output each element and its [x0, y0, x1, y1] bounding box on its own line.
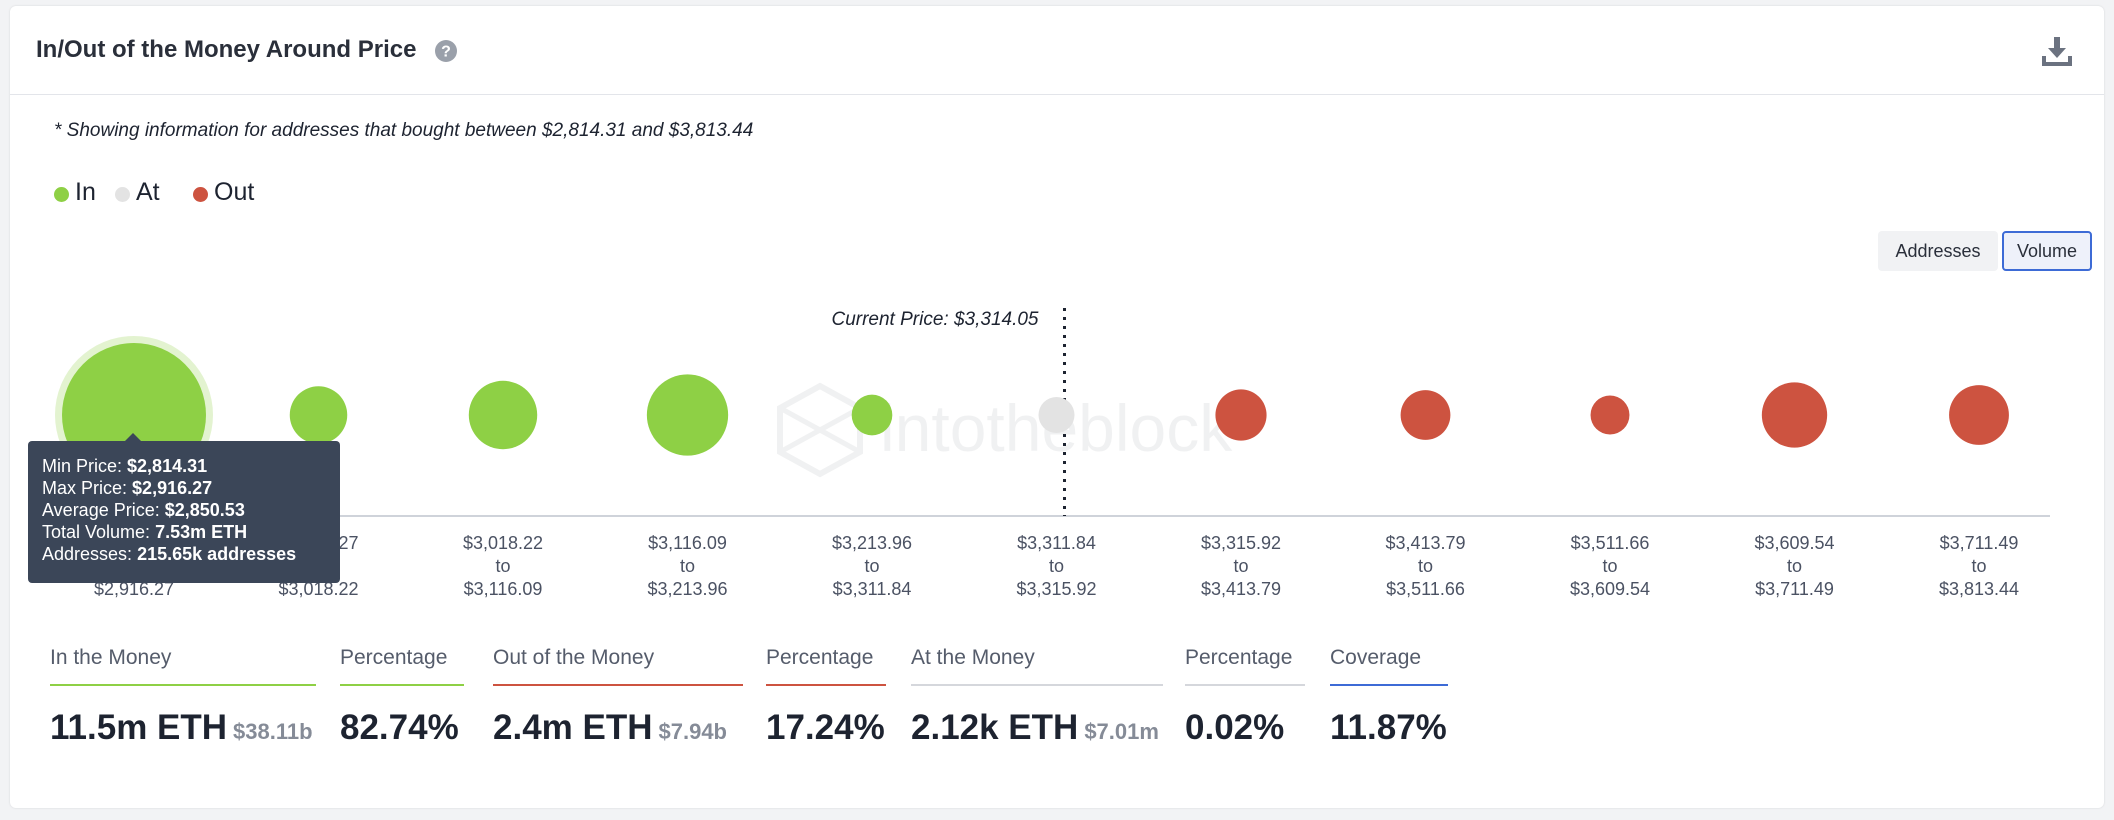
bubble-out[interactable]	[1400, 390, 1451, 440]
tick-label-to-word: to	[1602, 556, 1617, 576]
stat-label: Out of the Money	[493, 646, 655, 669]
tick-label-from: $3,609.54	[1754, 533, 1834, 553]
bubble-out[interactable]	[1761, 382, 1828, 448]
tooltip-row-min-price: Min Price: $2,814.31	[42, 456, 208, 476]
stat-underline	[766, 684, 886, 686]
addresses-button[interactable]: Addresses	[1878, 231, 1998, 271]
bubble-in[interactable]	[468, 380, 538, 450]
question-circle-icon[interactable]: ?	[434, 39, 458, 63]
bubble-in[interactable]	[646, 374, 729, 456]
price-range-note: * Showing information for addresses that…	[54, 120, 754, 141]
legend-label-at: At	[136, 178, 160, 206]
tick-label-from: $3,413.79	[1385, 533, 1465, 553]
card-header: In/Out of the Money Around Price ?	[10, 6, 2104, 95]
stat-underline	[1330, 684, 1448, 686]
stat-label: Percentage	[340, 646, 448, 669]
stat-value: 2.12k ETH $7.01m	[911, 708, 1159, 747]
tick-label-from: $3,213.96	[832, 533, 912, 553]
stat-value: 11.87%	[1330, 708, 1447, 747]
stat-value: 11.5m ETH $38.11b	[50, 708, 313, 747]
stat-label: Percentage	[766, 646, 874, 669]
tick-label-to-word: to	[1049, 556, 1064, 576]
legend-dot-in	[54, 187, 69, 202]
summary-stats: In the Money 11.5m ETH $38.11b Percentage…	[10, 646, 2104, 766]
tick-label-to: $3,116.09	[464, 579, 543, 599]
stat-underline	[340, 684, 464, 686]
tooltip-row-addresses: Addresses: 215.65k addresses	[42, 544, 297, 564]
stat-underline	[50, 684, 316, 686]
bubble-tooltip: Min Price: $2,814.31 Max Price: $2,916.2…	[28, 441, 340, 583]
watermark: intotheblock	[777, 382, 1233, 478]
stat-label: Coverage	[1330, 646, 1422, 669]
tick-label-to: $3,511.66	[1386, 579, 1465, 599]
tooltip-row-total-volume: Total Volume: 7.53m ETH	[42, 522, 248, 542]
tick-label-to: $3,018.22	[278, 579, 358, 599]
bubble-in[interactable]	[851, 394, 893, 436]
legend-dot-at	[115, 187, 130, 202]
bubble-in[interactable]	[289, 386, 348, 444]
tick-label-from: $3,311.84	[1017, 533, 1096, 553]
stat-value: 17.24%	[766, 708, 885, 747]
stat-underline	[911, 684, 1163, 686]
tick-label-to-word: to	[1971, 556, 1986, 576]
tick-label-from: $3,315.92	[1201, 533, 1281, 553]
volume-button[interactable]: Volume	[2002, 231, 2092, 271]
tick-label-to-word: to	[1787, 556, 1802, 576]
tooltip-arrow	[124, 433, 142, 442]
legend-label-in: In	[75, 178, 96, 206]
tick-label-to-word: to	[1233, 556, 1248, 576]
stat-value: 82.74%	[340, 708, 459, 747]
stat-label: At the Money	[911, 646, 1035, 669]
tick-label-to: $3,213.96	[647, 579, 727, 599]
current-price-label: Current Price: $3,314.05	[831, 309, 1038, 330]
bubble-out[interactable]	[1215, 389, 1267, 441]
legend-dot-out	[193, 187, 208, 202]
tick-label-from: $3,116.09	[648, 533, 727, 553]
tick-label-to-word: to	[1418, 556, 1433, 576]
tick-label-to: $3,609.54	[1570, 579, 1650, 599]
bubble-out[interactable]	[1949, 385, 2009, 445]
stat-value: 2.4m ETH $7.94b	[493, 708, 727, 747]
tick-label-from: $3,711.49	[1940, 533, 2019, 553]
bubble-chart: intotheblock Current Price: $3,314.05 $2…	[42, 308, 2050, 599]
x-axis-ticks: $2,814.31to$2,916.27$2,916.27to$3,018.22…	[94, 533, 2019, 599]
tick-label-from: $3,511.66	[1571, 533, 1650, 553]
download-icon[interactable]	[2040, 34, 2074, 68]
tick-label-to-word: to	[864, 556, 879, 576]
tick-label-to: $3,711.49	[1755, 579, 1834, 599]
stat-underline	[493, 684, 743, 686]
tooltip-row-max-price: Max Price: $2,916.27	[42, 478, 213, 498]
tick-label-to: $3,413.79	[1201, 579, 1281, 599]
tooltip-row-average-price: Average Price: $2,850.53	[42, 500, 245, 520]
stat-value: 0.02%	[1185, 708, 1285, 747]
stat-label: In the Money	[50, 646, 172, 669]
card-title: In/Out of the Money Around Price	[36, 36, 417, 63]
legend-label-out: Out	[214, 178, 255, 206]
stat-label: Percentage	[1185, 646, 1293, 669]
tick-label-to-word: to	[495, 556, 510, 576]
bubble-at[interactable]	[1038, 397, 1075, 433]
tick-label-to: $3,813.44	[1939, 579, 2019, 599]
svg-text:?: ?	[441, 44, 451, 61]
tick-label-to: $3,311.84	[833, 579, 912, 599]
tick-label-from: $3,018.22	[463, 533, 543, 553]
tick-label-to-word: to	[680, 556, 695, 576]
tick-label-to: $3,315.92	[1016, 579, 1096, 599]
bubble-out[interactable]	[1590, 395, 1630, 435]
in-out-of-money-card: In/Out of the Money Around Price ? * Sho…	[10, 6, 2104, 808]
stat-underline	[1185, 684, 1305, 686]
tick-label-to: $2,916.27	[94, 579, 174, 599]
